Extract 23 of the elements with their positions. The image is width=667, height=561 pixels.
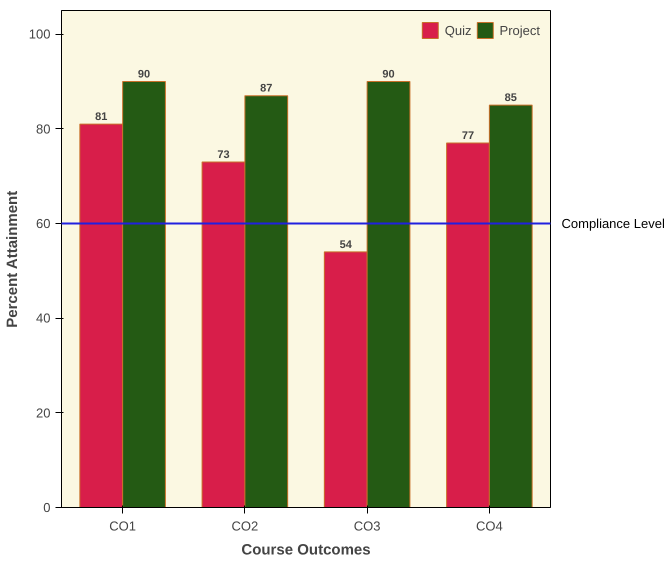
x-axis-title: Course Outcomes [241,542,371,558]
y-axis-title: Percent Attainment [4,190,21,328]
data-label: 73 [217,148,230,161]
x-tick-label: CO2 [232,518,258,534]
data-label: 54 [340,238,353,251]
data-label: 90 [382,68,395,80]
data-label: 87 [260,82,272,95]
y-tick-label: 0 [43,500,51,515]
y-tick-label: 80 [36,121,51,136]
y-tick-label: 20 [36,405,51,420]
x-tick-label: CO4 [476,518,503,534]
legend-label: Quiz [444,22,472,38]
data-label: 90 [138,68,150,80]
x-tick-label: CO1 [109,518,136,534]
y-tick-label: 40 [36,310,51,326]
y-tick-label: 100 [28,26,51,42]
y-tick-label: 60 [36,216,51,231]
ref-line-label: Compliance Level [562,216,665,231]
legend-label: Project [500,22,540,38]
data-label: 81 [95,111,108,124]
data-label: 85 [504,92,517,104]
x-tick-label: CO3 [354,518,380,534]
data-label: 77 [462,130,474,142]
